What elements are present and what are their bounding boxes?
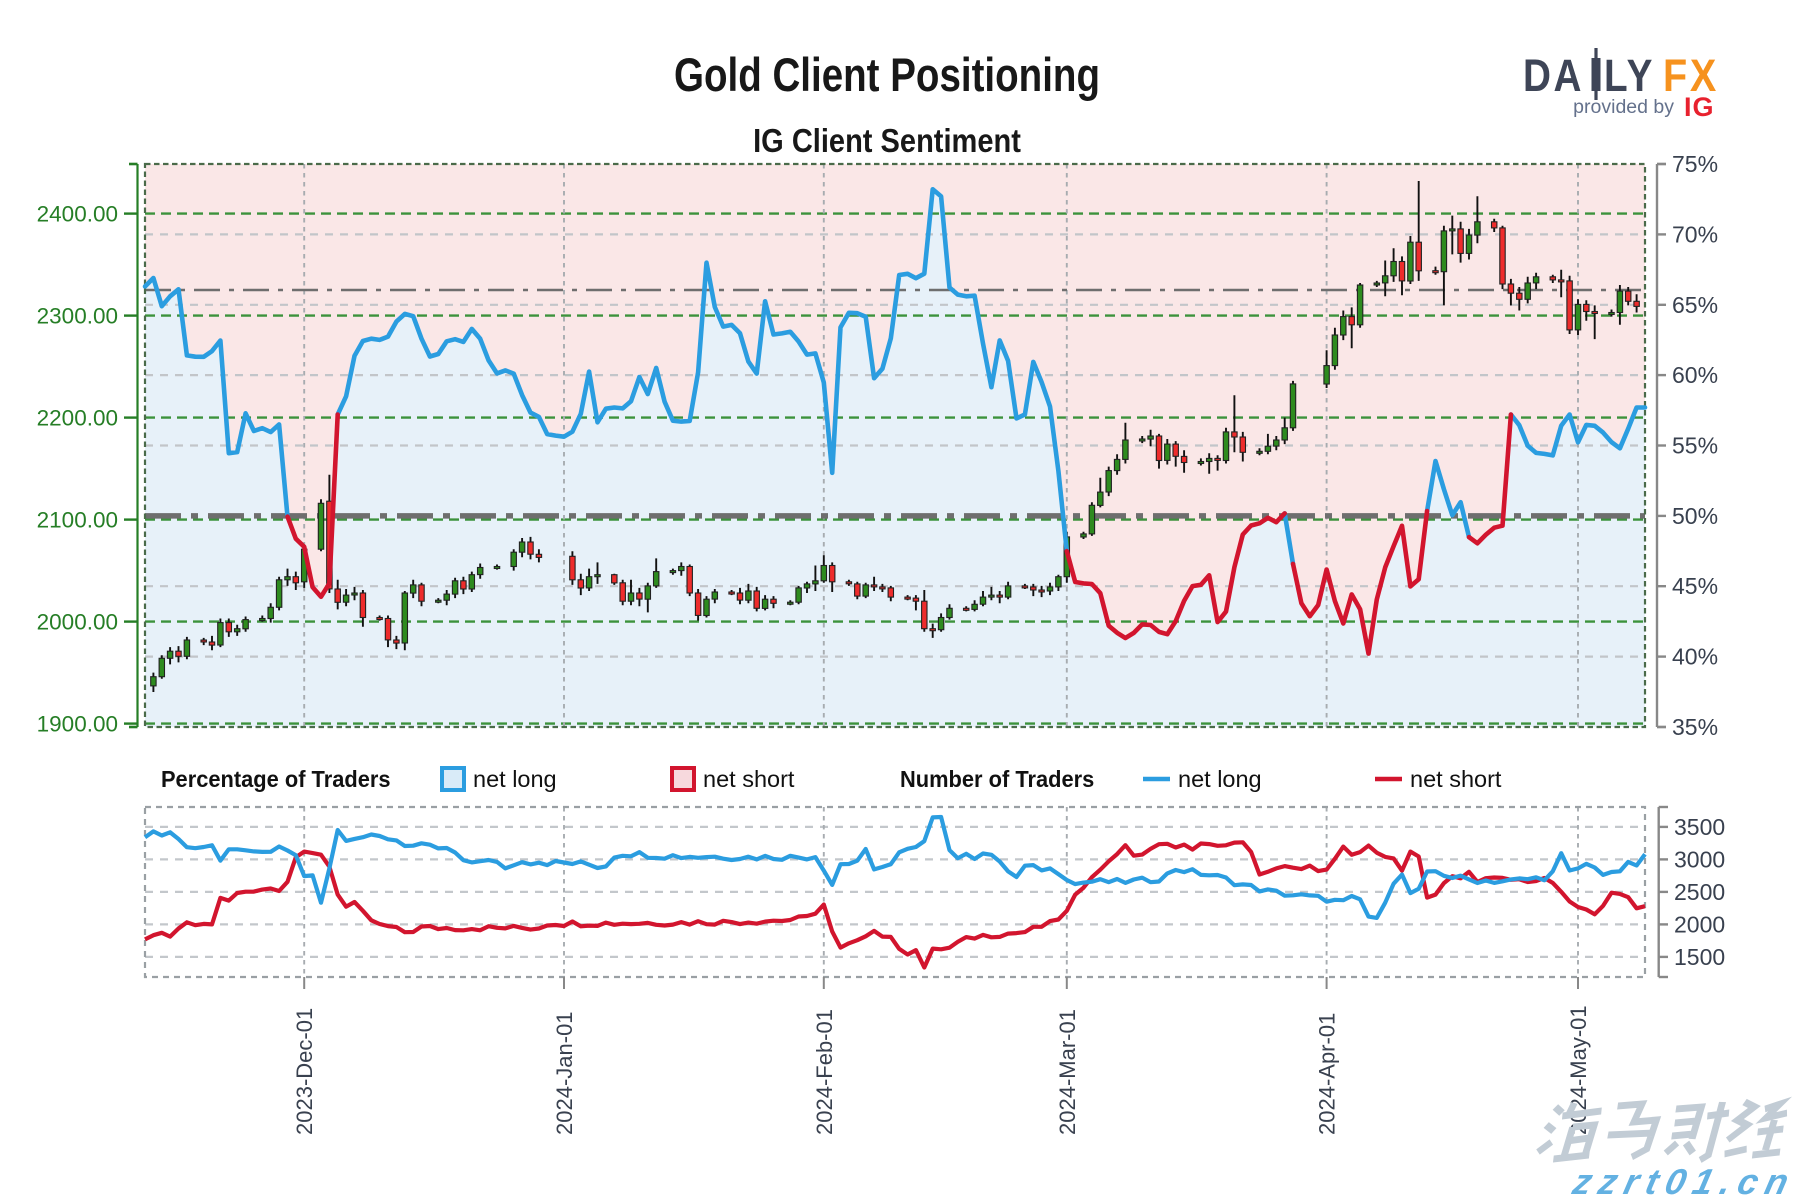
svg-text:3500: 3500 (1674, 814, 1725, 840)
svg-text:2500: 2500 (1674, 879, 1725, 905)
svg-text:Gold Client Positioning: Gold Client Positioning (674, 49, 1100, 101)
svg-text:2200.00: 2200.00 (37, 406, 118, 431)
svg-text:Number of Traders: Number of Traders (900, 765, 1094, 792)
svg-text:net short: net short (1410, 766, 1502, 792)
svg-text:2100.00: 2100.00 (37, 508, 118, 533)
svg-text:2300.00: 2300.00 (37, 304, 118, 329)
svg-text:net short: net short (703, 766, 795, 792)
svg-text:FX: FX (1663, 51, 1719, 101)
svg-text:2000: 2000 (1674, 911, 1725, 937)
svg-text:75%: 75% (1672, 151, 1718, 177)
svg-text:2024-Mar-01: 2024-Mar-01 (1055, 1009, 1080, 1135)
svg-text:IG Client Sentiment: IG Client Sentiment (753, 122, 1021, 159)
svg-text:2400.00: 2400.00 (37, 202, 118, 227)
svg-text:55%: 55% (1672, 433, 1718, 459)
svg-text:2000.00: 2000.00 (37, 610, 118, 635)
svg-text:DA: DA (1523, 50, 1584, 100)
svg-text:provided by: provided by (1573, 96, 1674, 118)
svg-text:net long: net long (1178, 766, 1262, 792)
svg-text:70%: 70% (1672, 221, 1718, 247)
svg-text:IG: IG (1684, 92, 1715, 122)
svg-text:65%: 65% (1672, 292, 1718, 318)
svg-text:2024-Apr-01: 2024-Apr-01 (1315, 1013, 1340, 1135)
svg-text:2024-Feb-01: 2024-Feb-01 (812, 1009, 837, 1135)
svg-text:net long: net long (473, 766, 557, 792)
svg-text:1500: 1500 (1674, 944, 1725, 970)
svg-text:2024-Jan-01: 2024-Jan-01 (552, 1011, 577, 1135)
svg-text:1900.00: 1900.00 (37, 712, 118, 737)
svg-text:40%: 40% (1672, 644, 1718, 670)
svg-text:3000: 3000 (1674, 846, 1725, 872)
svg-text:2023-Dec-01: 2023-Dec-01 (292, 1008, 317, 1135)
svg-text:35%: 35% (1672, 714, 1718, 740)
svg-text:60%: 60% (1672, 362, 1718, 388)
svg-text:Percentage of Traders: Percentage of Traders (161, 765, 391, 792)
svg-text:45%: 45% (1672, 573, 1718, 599)
svg-text:zzrt01.cn: zzrt01.cn (1568, 1161, 1800, 1200)
svg-text:50%: 50% (1672, 503, 1718, 529)
svg-text:LY: LY (1604, 50, 1655, 100)
